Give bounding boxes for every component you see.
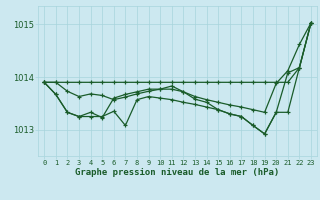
X-axis label: Graphe pression niveau de la mer (hPa): Graphe pression niveau de la mer (hPa)	[76, 168, 280, 177]
